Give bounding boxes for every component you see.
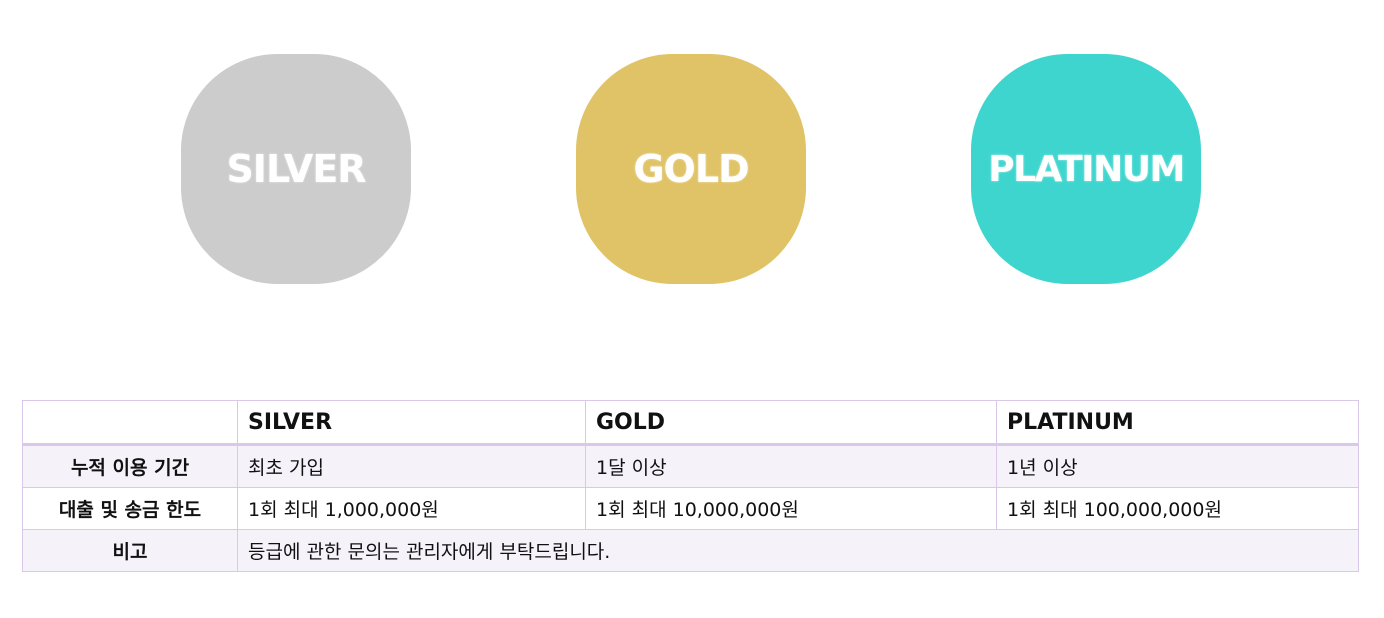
cell-limit-platinum: 1회 최대 100,000,000원 <box>996 487 1359 530</box>
header-gold: GOLD <box>585 400 997 446</box>
table-header-row: SILVER GOLD PLATINUM <box>22 400 1359 446</box>
platinum-badge-label: PLATINUM <box>988 148 1185 190</box>
header-empty-cell <box>22 400 238 446</box>
gold-badge-label: GOLD <box>633 147 749 191</box>
platinum-badge: PLATINUM <box>971 54 1201 284</box>
cell-period-gold: 1달 이상 <box>585 444 997 488</box>
cell-period-silver: 최초 가입 <box>237 444 586 488</box>
silver-badge-label: SILVER <box>226 147 366 191</box>
table-row: 대출 및 송금 한도 1회 최대 1,000,000원 1회 최대 10,000… <box>22 487 1359 530</box>
row-label-note: 비고 <box>22 529 238 572</box>
row-label-period: 누적 이용 기간 <box>22 444 238 488</box>
table-row: 비고 등급에 관한 문의는 관리자에게 부탁드립니다. <box>22 529 1359 572</box>
grade-comparison-table: SILVER GOLD PLATINUM 누적 이용 기간 최초 가입 1달 이… <box>22 400 1359 572</box>
table-row: 누적 이용 기간 최초 가입 1달 이상 1년 이상 <box>22 444 1359 488</box>
gold-badge: GOLD <box>576 54 806 284</box>
silver-badge: SILVER <box>181 54 411 284</box>
row-label-limit: 대출 및 송금 한도 <box>22 487 238 530</box>
cell-period-platinum: 1년 이상 <box>996 444 1359 488</box>
header-platinum: PLATINUM <box>996 400 1359 446</box>
cell-limit-silver: 1회 최대 1,000,000원 <box>237 487 586 530</box>
header-silver: SILVER <box>237 400 586 446</box>
cell-limit-gold: 1회 최대 10,000,000원 <box>585 487 997 530</box>
cell-note: 등급에 관한 문의는 관리자에게 부탁드립니다. <box>237 529 1359 572</box>
